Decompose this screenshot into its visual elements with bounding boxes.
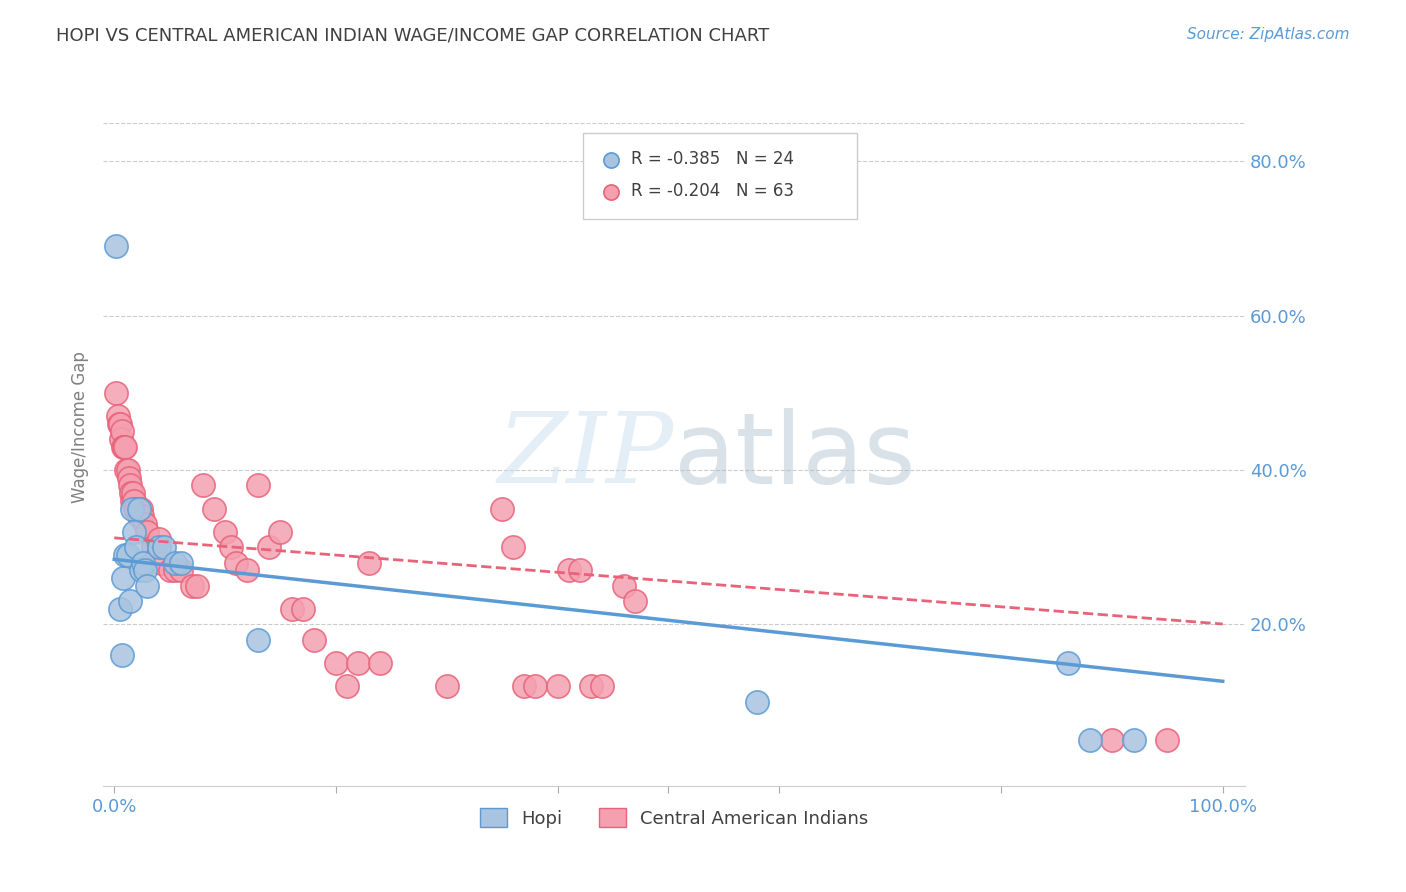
Point — [122, 524, 145, 539]
Point — [134, 563, 156, 577]
Point — [128, 501, 150, 516]
Point — [136, 579, 159, 593]
Y-axis label: Wage/Income Gap: Wage/Income Gap — [72, 351, 89, 503]
Point — [131, 509, 153, 524]
Point — [513, 679, 536, 693]
Point — [436, 679, 458, 693]
Point — [347, 656, 370, 670]
Point — [128, 509, 150, 524]
Point — [112, 440, 135, 454]
Point — [122, 493, 145, 508]
Point — [111, 425, 134, 439]
Point — [124, 501, 146, 516]
Point — [120, 486, 142, 500]
Point — [121, 501, 143, 516]
Point — [596, 132, 619, 146]
Point — [142, 540, 165, 554]
Text: atlas: atlas — [673, 408, 915, 505]
Point — [259, 540, 281, 554]
Point — [121, 493, 143, 508]
Point — [118, 594, 141, 608]
Point — [747, 695, 769, 709]
Point — [125, 501, 148, 516]
Point — [613, 579, 636, 593]
Point — [129, 563, 152, 577]
Point — [336, 679, 359, 693]
Point — [111, 648, 134, 663]
Point — [165, 556, 187, 570]
Text: R = -0.385   N = 24: R = -0.385 N = 24 — [631, 150, 793, 168]
Point — [219, 540, 242, 554]
Point — [368, 656, 391, 670]
Point — [579, 679, 602, 693]
Point — [114, 440, 136, 454]
Point — [125, 540, 148, 554]
Point — [129, 501, 152, 516]
Point — [202, 501, 225, 516]
Point — [118, 478, 141, 492]
Point — [107, 409, 129, 423]
Point — [170, 563, 193, 577]
Point — [108, 417, 131, 431]
Point — [159, 563, 181, 577]
Text: Source: ZipAtlas.com: Source: ZipAtlas.com — [1187, 27, 1350, 42]
Point — [153, 540, 176, 554]
Point — [247, 632, 270, 647]
FancyBboxPatch shape — [582, 133, 856, 219]
Point — [596, 98, 619, 112]
Point — [114, 548, 136, 562]
Point — [122, 486, 145, 500]
Point — [107, 417, 129, 431]
Point — [1123, 733, 1146, 747]
Text: HOPI VS CENTRAL AMERICAN INDIAN WAGE/INCOME GAP CORRELATION CHART: HOPI VS CENTRAL AMERICAN INDIAN WAGE/INC… — [56, 27, 769, 45]
Point — [117, 548, 139, 562]
Point — [134, 516, 156, 531]
Point — [269, 524, 291, 539]
Point — [186, 579, 208, 593]
Point — [547, 679, 569, 693]
Point — [291, 602, 314, 616]
Point — [105, 385, 128, 400]
Point — [214, 524, 236, 539]
Point — [132, 556, 155, 570]
Point — [105, 239, 128, 253]
Point — [302, 632, 325, 647]
Point — [1101, 733, 1123, 747]
Point — [136, 524, 159, 539]
Point — [148, 540, 170, 554]
Point — [112, 571, 135, 585]
Point — [165, 563, 187, 577]
Point — [180, 579, 202, 593]
Point — [115, 463, 138, 477]
Point — [524, 679, 547, 693]
Point — [149, 556, 172, 570]
Text: ZIP: ZIP — [498, 409, 673, 504]
Point — [568, 563, 591, 577]
Point — [170, 556, 193, 570]
Point — [624, 594, 647, 608]
Point — [325, 656, 347, 670]
Point — [491, 501, 513, 516]
Point — [112, 440, 135, 454]
Point — [1078, 733, 1101, 747]
Point — [557, 563, 579, 577]
Point — [1156, 733, 1178, 747]
Legend: Hopi, Central American Indians: Hopi, Central American Indians — [472, 801, 876, 835]
Point — [117, 471, 139, 485]
Point — [191, 478, 214, 492]
Point — [110, 432, 132, 446]
Point — [502, 540, 524, 554]
Point — [225, 556, 247, 570]
Point — [591, 679, 613, 693]
Point — [247, 478, 270, 492]
Point — [108, 602, 131, 616]
Text: R = -0.204   N = 63: R = -0.204 N = 63 — [631, 182, 793, 200]
Point — [236, 563, 259, 577]
Point — [117, 463, 139, 477]
Point — [1056, 656, 1078, 670]
Point — [280, 602, 302, 616]
Point — [359, 556, 381, 570]
Point — [148, 533, 170, 547]
